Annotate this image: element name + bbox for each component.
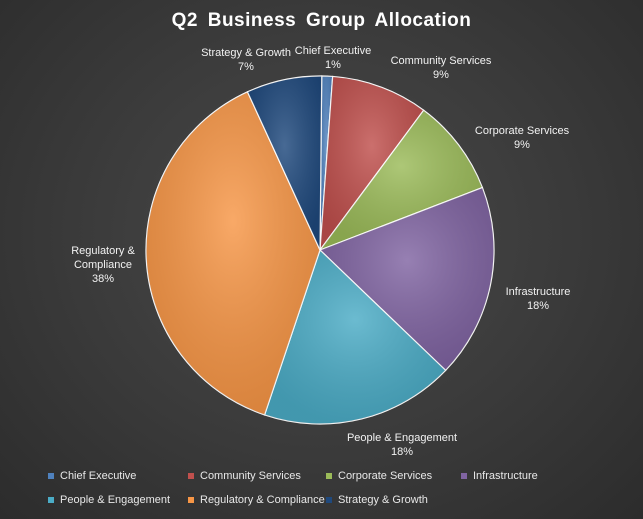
slice-label: Community Services 9% xyxy=(391,54,492,82)
slice-label-name: Community Services xyxy=(390,55,492,67)
legend-label: Infrastructure xyxy=(473,470,538,482)
slice-label-name: Chief Executive xyxy=(294,45,372,57)
slice-label-percent: 18% xyxy=(526,300,550,312)
slice-label-name: Regulatory & Compliance xyxy=(71,245,135,271)
slice-label-name: People & Engagement xyxy=(346,432,458,444)
slice-label-name: Strategy & Growth xyxy=(201,47,291,59)
legend-label: Chief Executive xyxy=(60,470,137,482)
slice-label-percent: 18% xyxy=(390,446,414,458)
legend-swatch xyxy=(326,497,332,503)
legend-item: People & Engagement xyxy=(48,494,170,506)
slice-label-percent: 9% xyxy=(514,139,530,151)
legend-swatch xyxy=(48,497,54,503)
legend-swatch xyxy=(188,473,194,479)
legend-label: Regulatory & Compliance xyxy=(200,494,325,506)
slice-label: Infrastructure 18% xyxy=(506,285,571,313)
slice-label: Chief Executive 1% xyxy=(295,44,371,72)
slice-label-percent: 1% xyxy=(325,59,341,71)
slice-label: Regulatory & Compliance 38% xyxy=(63,244,143,286)
legend-swatch xyxy=(326,473,332,479)
slice-label: Corporate Services 9% xyxy=(475,124,569,152)
chart-title: Q2 Business Group Allocation xyxy=(171,10,472,31)
slice-label-percent: 7% xyxy=(238,61,254,73)
slice-label-name: Corporate Services xyxy=(474,125,570,137)
legend-item: Community Services xyxy=(188,470,301,482)
slice-label-name: Infrastructure xyxy=(505,286,571,298)
legend-item: Chief Executive xyxy=(48,470,136,482)
legend-item: Corporate Services xyxy=(326,470,432,482)
legend-swatch xyxy=(188,497,194,503)
legend-item: Strategy & Growth xyxy=(326,494,428,506)
legend-label: Corporate Services xyxy=(338,470,433,482)
legend-label: People & Engagement xyxy=(60,494,171,506)
slice-label-percent: 9% xyxy=(433,69,449,81)
slice-label: Strategy & Growth 7% xyxy=(201,46,291,74)
legend-label: Community Services xyxy=(200,470,301,482)
slice-label-percent: 38% xyxy=(91,273,115,285)
legend-swatch xyxy=(48,473,54,479)
legend-item: Infrastructure xyxy=(461,470,538,482)
legend-item: Regulatory & Compliance xyxy=(188,494,325,506)
legend-swatch xyxy=(461,473,467,479)
slice-label: People & Engagement 18% xyxy=(347,431,457,459)
legend-label: Strategy & Growth xyxy=(338,494,428,506)
